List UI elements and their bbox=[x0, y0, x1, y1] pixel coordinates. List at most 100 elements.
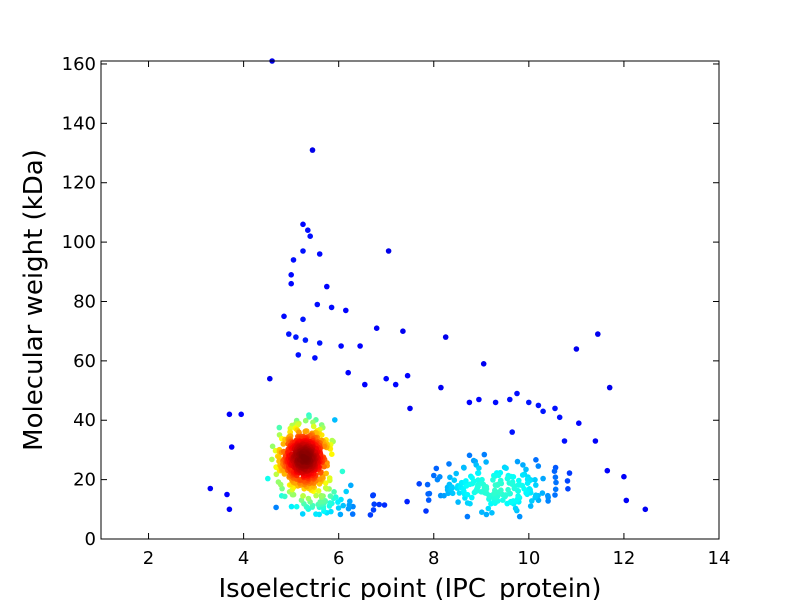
data-point bbox=[476, 465, 482, 472]
data-point bbox=[576, 420, 582, 427]
y-tick-label: 80 bbox=[73, 291, 96, 312]
data-point bbox=[277, 481, 284, 488]
data-point bbox=[335, 499, 341, 505]
data-point bbox=[370, 492, 376, 499]
data-point bbox=[309, 147, 316, 153]
data-point bbox=[595, 331, 601, 337]
data-point bbox=[456, 490, 463, 496]
data-point bbox=[475, 483, 481, 490]
data-point bbox=[551, 468, 558, 475]
data-point bbox=[340, 502, 347, 509]
data-point bbox=[527, 503, 534, 509]
data-point bbox=[469, 480, 476, 487]
data-point bbox=[533, 482, 539, 488]
data-point bbox=[480, 361, 487, 367]
data-point bbox=[552, 492, 558, 498]
data-point bbox=[467, 500, 473, 507]
data-point bbox=[566, 470, 573, 476]
data-point bbox=[269, 456, 275, 463]
y-tick-label: 140 bbox=[62, 113, 96, 134]
data-point bbox=[348, 482, 354, 489]
data-point bbox=[523, 466, 529, 473]
data-point bbox=[516, 513, 523, 520]
data-point bbox=[313, 492, 319, 499]
data-point bbox=[310, 423, 317, 430]
x-tick-label: 10 bbox=[517, 548, 540, 569]
data-point bbox=[322, 485, 329, 491]
data-point bbox=[314, 301, 321, 308]
data-point bbox=[469, 494, 475, 501]
data-point bbox=[312, 355, 318, 361]
data-point bbox=[392, 381, 399, 388]
data-point bbox=[273, 471, 280, 478]
data-point bbox=[545, 492, 551, 499]
data-point bbox=[238, 411, 244, 418]
data-point bbox=[438, 384, 444, 391]
data-point bbox=[367, 512, 374, 518]
x-tick-label: 2 bbox=[143, 548, 154, 569]
data-point bbox=[331, 489, 337, 495]
data-point bbox=[511, 485, 518, 492]
data-point bbox=[332, 417, 338, 423]
data-point bbox=[514, 390, 520, 397]
data-point bbox=[494, 482, 501, 489]
data-point bbox=[621, 473, 627, 480]
data-point bbox=[553, 479, 559, 486]
data-point bbox=[455, 499, 461, 505]
data-point bbox=[404, 498, 410, 505]
data-point bbox=[433, 465, 440, 472]
data-point bbox=[441, 492, 447, 499]
data-point bbox=[431, 472, 437, 479]
data-point bbox=[552, 474, 559, 481]
data-point bbox=[226, 411, 233, 418]
data-point bbox=[280, 441, 287, 447]
data-point bbox=[282, 493, 288, 500]
data-point bbox=[437, 474, 443, 480]
data-point bbox=[339, 468, 346, 475]
data-point bbox=[507, 498, 514, 505]
data-point bbox=[318, 492, 325, 499]
data-point bbox=[315, 488, 322, 494]
data-point bbox=[362, 381, 368, 388]
data-point bbox=[451, 477, 458, 484]
data-point bbox=[295, 352, 302, 358]
data-point bbox=[506, 480, 513, 486]
data-point bbox=[329, 451, 335, 458]
data-point bbox=[509, 429, 515, 435]
data-point bbox=[461, 465, 467, 471]
data-point bbox=[592, 438, 599, 444]
data-point bbox=[302, 337, 309, 343]
data-point bbox=[207, 485, 214, 492]
data-point bbox=[290, 491, 297, 498]
data-point bbox=[475, 470, 482, 476]
data-point bbox=[373, 325, 380, 332]
data-point bbox=[300, 221, 306, 228]
data-point bbox=[442, 334, 449, 340]
data-point bbox=[539, 490, 546, 496]
data-point bbox=[299, 511, 306, 517]
data-point bbox=[305, 227, 311, 233]
data-point bbox=[425, 497, 432, 503]
data-point bbox=[313, 511, 319, 517]
data-point bbox=[540, 408, 546, 415]
data-point bbox=[376, 501, 383, 508]
y-tick-label: 60 bbox=[73, 351, 96, 372]
data-point bbox=[505, 486, 511, 493]
data-point bbox=[498, 487, 504, 494]
data-point bbox=[524, 480, 531, 487]
data-point bbox=[535, 463, 542, 469]
data-point bbox=[269, 443, 276, 450]
data-point bbox=[343, 488, 350, 495]
data-point bbox=[343, 307, 349, 314]
data-point bbox=[273, 504, 279, 511]
data-point bbox=[281, 313, 287, 320]
points-layer bbox=[207, 58, 649, 520]
x-tick-label: 6 bbox=[333, 548, 344, 569]
data-point bbox=[302, 417, 309, 424]
data-point bbox=[316, 251, 323, 257]
data-point bbox=[288, 272, 295, 278]
data-point bbox=[447, 474, 453, 481]
data-point bbox=[290, 257, 297, 263]
data-point bbox=[307, 233, 314, 239]
data-point bbox=[316, 340, 323, 346]
